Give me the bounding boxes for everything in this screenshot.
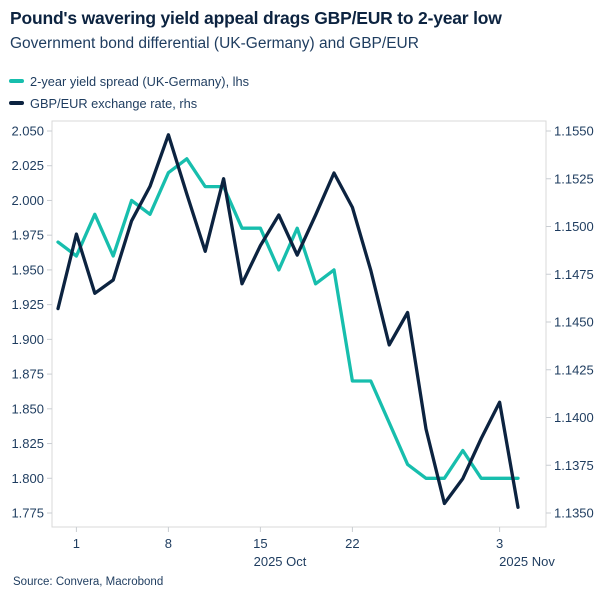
chart-title: Pound's wavering yield appeal drags GBP/…: [10, 8, 502, 28]
right-axis-tick-label: 1.1450: [554, 315, 594, 330]
right-axis-tick-label: 1.1500: [554, 219, 594, 234]
plot-frame: [51, 120, 547, 528]
left-axis-tick-label: 2.000: [11, 193, 44, 208]
yield-spread-line: [56, 157, 520, 480]
x-axis-tick-label: 3: [496, 536, 503, 551]
left-axis-tick-label: 1.825: [11, 436, 44, 451]
right-axis-tick-label: 1.1475: [554, 267, 594, 282]
right-axis-tick-label: 1.1425: [554, 362, 594, 377]
legend-swatch-icon: [9, 101, 24, 105]
right-axis-tick-label: 1.1525: [554, 171, 594, 186]
left-axis-tick-label: 1.775: [11, 506, 44, 521]
legend-item-label: 2-year yield spread (UK-Germany), lhs: [30, 73, 250, 89]
left-axis-tick-label: 1.975: [11, 228, 44, 243]
x-axis-tick-label: 22: [345, 536, 359, 551]
left-axis-tick-label: 1.875: [11, 367, 44, 382]
left-axis-tick-label: 2.050: [11, 124, 44, 139]
x-axis-tick-label: 1: [73, 536, 80, 551]
left-axis-tick-label: 1.850: [11, 401, 44, 416]
x-axis-tick-label: 8: [165, 536, 172, 551]
left-axis-tick-label: 1.925: [11, 297, 44, 312]
x-axis-tick-label: 15: [253, 536, 267, 551]
left-axis-tick-label: 1.950: [11, 262, 44, 277]
legend-item-label: GBP/EUR exchange rate, rhs: [30, 95, 198, 111]
left-axis-tick-label: 2.025: [11, 158, 44, 173]
x-axis-period-label: 2025 Nov: [499, 554, 555, 569]
legend-swatch-icon: [9, 79, 24, 83]
left-axis-tick-label: 1.800: [11, 471, 44, 486]
gbpeur-line: [56, 133, 520, 509]
legend-item-1: GBP/EUR exchange rate, rhs: [9, 92, 249, 114]
source-note: Source: Convera, Macrobond: [13, 576, 164, 588]
left-axis-tick-label: 1.900: [11, 332, 44, 347]
legend: 2-year yield spread (UK-Germany), lhs GBP…: [9, 70, 249, 114]
right-axis-tick-label: 1.1550: [554, 124, 594, 139]
right-axis-tick-label: 1.1350: [554, 506, 594, 521]
legend-item-0: 2-year yield spread (UK-Germany), lhs: [9, 70, 249, 92]
right-axis-tick-label: 1.1375: [554, 458, 594, 473]
right-axis-tick-label: 1.1400: [554, 410, 594, 425]
chart-subtitle: Government bond differential (UK-Germany…: [10, 35, 419, 52]
x-axis-period-label: 2025 Oct: [254, 554, 307, 569]
